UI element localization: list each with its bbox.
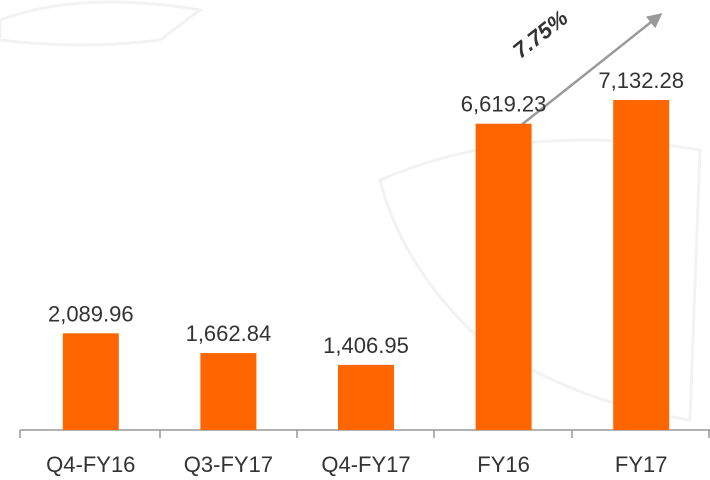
x-tick-label: Q4-FY17 [321,452,410,477]
bar [63,333,119,430]
bar [613,100,669,430]
x-axis-ticks [20,430,709,438]
x-tick-label: FY16 [477,452,530,477]
bar [200,353,256,430]
annotation: 7.75% [508,5,573,63]
bar [476,124,532,430]
value-label: 1,662.84 [186,321,272,346]
value-label: 6,619.23 [461,92,547,117]
x-tick-label: Q4-FY16 [46,452,135,477]
value-label: 2,089.96 [48,301,134,326]
value-label: 1,406.95 [323,333,409,358]
chart: 7.75% Q4-FY16 2,089.96 Q3-FY17 1,662.84 Q4-F… [0,0,710,480]
x-tick-label: Q3-FY17 [184,452,273,477]
bar [338,365,394,430]
value-label: 7,132.28 [598,68,684,93]
x-tick-label: FY17 [615,452,668,477]
